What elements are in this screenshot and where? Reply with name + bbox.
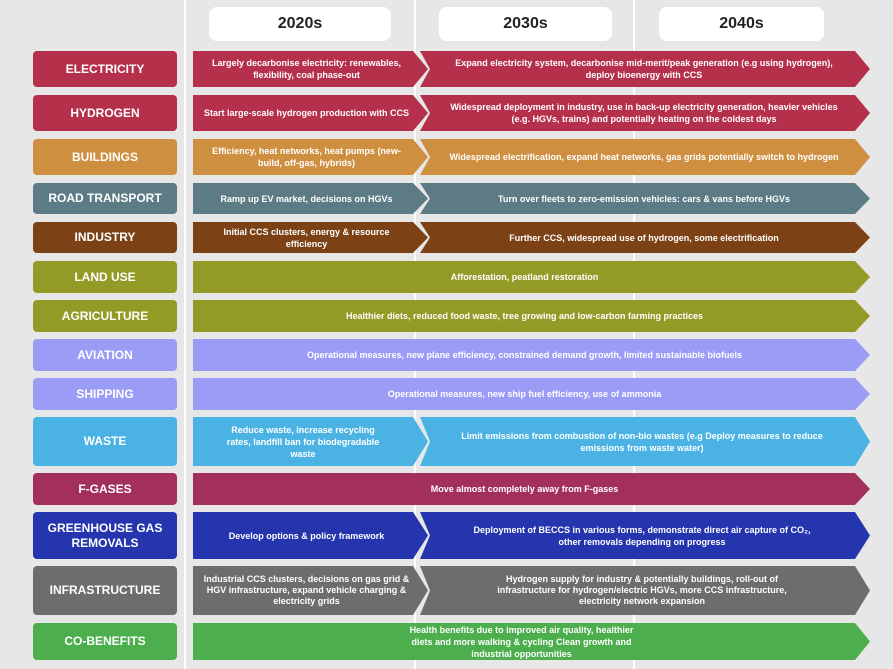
timeline-arrow-2020s: Ramp up EV market, decisions on HGVs: [193, 183, 428, 214]
sector-label-f-gases: F-GASES: [33, 473, 177, 505]
column-divider: [633, 0, 635, 669]
timeline-arrow-2030s-2040s: Widespread electrification, expand heat …: [420, 139, 870, 175]
row-buildings: BUILDINGS Efficiency, heat networks, hea…: [0, 139, 893, 175]
sector-label-shipping: SHIPPING: [33, 378, 177, 410]
row-agriculture: AGRICULTURE Healthier diets, reduced foo…: [0, 300, 893, 332]
sector-label-waste: WASTE: [33, 417, 177, 466]
row-road-transport: ROAD TRANSPORT Ramp up EV market, decisi…: [0, 183, 893, 214]
row-aviation: AVIATION Operational measures, new plane…: [0, 339, 893, 371]
row-co-benefits: CO-BENEFITS Health benefits due to impro…: [0, 623, 893, 660]
timeline-arrow-2020s: Industrial CCS clusters, decisions on ga…: [193, 566, 428, 615]
row-infrastructure: INFRASTRUCTURE Industrial CCS clusters, …: [0, 566, 893, 615]
timeline-arrow-2030s-2040s: Hydrogen supply for industry & potential…: [420, 566, 870, 615]
timeline-arrow-full: Healthier diets, reduced food waste, tre…: [193, 300, 870, 332]
column-header-2020s: 2020s: [209, 7, 391, 41]
sector-label-road-transport: ROAD TRANSPORT: [33, 183, 177, 214]
sector-label-aviation: AVIATION: [33, 339, 177, 371]
column-divider: [414, 0, 416, 669]
timeline-arrow-full: Operational measures, new plane efficien…: [193, 339, 870, 371]
column-divider: [184, 0, 186, 669]
timeline-arrow-full: Afforestation, peatland restoration: [193, 261, 870, 293]
timeline-arrow-full: Health benefits due to improved air qual…: [193, 623, 870, 660]
timeline-arrow-2030s-2040s: Turn over fleets to zero-emission vehicl…: [420, 183, 870, 214]
row-greenhouse-gas-removals: GREENHOUSE GAS REMOVALS Develop options …: [0, 512, 893, 559]
row-land-use: LAND USE Afforestation, peatland restora…: [0, 261, 893, 293]
timeline-arrow-2020s: Start large-scale hydrogen production wi…: [193, 95, 428, 131]
row-electricity: ELECTRICITY Largely decarbonise electric…: [0, 51, 893, 87]
row-industry: INDUSTRY Initial CCS clusters, energy & …: [0, 222, 893, 253]
timeline-arrow-2030s-2040s: Further CCS, widespread use of hydrogen,…: [420, 222, 870, 253]
timeline-arrow-full: Move almost completely away from F-gases: [193, 473, 870, 505]
timeline-arrow-2020s: Largely decarbonise electricity: renewab…: [193, 51, 428, 87]
sector-label-electricity: ELECTRICITY: [33, 51, 177, 87]
row-shipping: SHIPPING Operational measures, new ship …: [0, 378, 893, 410]
timeline-arrow-full: Operational measures, new ship fuel effi…: [193, 378, 870, 410]
row-f-gases: F-GASES Move almost completely away from…: [0, 473, 893, 505]
timeline-arrow-2020s: Efficiency, heat networks, heat pumps (n…: [193, 139, 428, 175]
timeline-arrow-2020s: Reduce waste, increase recycling rates, …: [193, 417, 428, 466]
timeline-arrow-2030s-2040s: Expand electricity system, decarbonise m…: [420, 51, 870, 87]
timeline-arrow-2030s-2040s: Deployment of BECCS in various forms, de…: [420, 512, 870, 559]
sector-label-co-benefits: CO-BENEFITS: [33, 623, 177, 660]
sector-label-land-use: LAND USE: [33, 261, 177, 293]
sector-label-hydrogen: HYDROGEN: [33, 95, 177, 131]
sector-label-greenhouse-gas-removals: GREENHOUSE GAS REMOVALS: [33, 512, 177, 559]
timeline-arrow-2030s-2040s: Widespread deployment in industry, use i…: [420, 95, 870, 131]
timeline-arrow-2020s: Initial CCS clusters, energy & resource …: [193, 222, 428, 253]
timeline-arrow-2030s-2040s: Limit emissions from combustion of non-b…: [420, 417, 870, 466]
column-header-2040s: 2040s: [659, 7, 824, 41]
sector-label-infrastructure: INFRASTRUCTURE: [33, 566, 177, 615]
sector-label-agriculture: AGRICULTURE: [33, 300, 177, 332]
sector-label-buildings: BUILDINGS: [33, 139, 177, 175]
column-header-2030s: 2030s: [439, 7, 612, 41]
row-hydrogen: HYDROGEN Start large-scale hydrogen prod…: [0, 95, 893, 131]
timeline-arrow-2020s: Develop options & policy framework: [193, 512, 428, 559]
row-waste: WASTE Reduce waste, increase recycling r…: [0, 417, 893, 466]
sector-label-industry: INDUSTRY: [33, 222, 177, 253]
